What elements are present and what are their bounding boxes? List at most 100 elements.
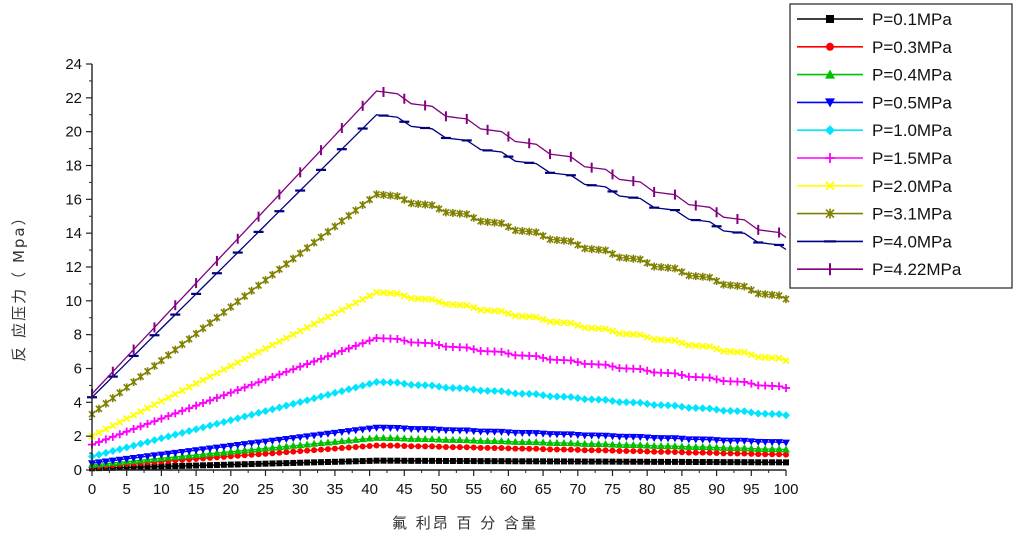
data-point	[373, 457, 380, 464]
data-point	[782, 383, 790, 392]
data-point	[206, 462, 213, 469]
data-point	[428, 435, 437, 443]
data-point	[358, 339, 367, 348]
data-point	[775, 382, 784, 391]
data-point	[365, 292, 374, 300]
x-tick-label: 30	[292, 481, 309, 498]
data-point	[94, 450, 103, 459]
data-point	[379, 289, 388, 297]
data-point	[268, 443, 277, 451]
x-tick-label: 95	[743, 481, 760, 498]
data-point	[330, 388, 339, 397]
data-point	[317, 233, 325, 242]
x-tick-label: 60	[500, 481, 517, 498]
data-point	[144, 463, 151, 470]
x-tick-label: 55	[465, 481, 482, 498]
data-point	[268, 373, 277, 382]
y-tick-label: 4	[74, 394, 82, 411]
data-point	[289, 254, 297, 263]
data-point	[539, 438, 548, 446]
data-point	[650, 335, 658, 344]
data-point	[137, 372, 145, 381]
data-point	[691, 373, 700, 382]
data-point	[276, 449, 283, 456]
data-point	[421, 426, 430, 434]
data-point	[608, 440, 617, 448]
data-point	[573, 394, 582, 403]
data-point	[400, 434, 409, 442]
data-point	[644, 448, 651, 455]
data-point	[574, 321, 582, 329]
data-point	[456, 301, 464, 309]
data-point	[540, 446, 547, 453]
data-point	[615, 398, 624, 407]
data-point	[380, 457, 387, 464]
data-point	[421, 200, 429, 209]
data-point	[282, 442, 291, 450]
data-point	[421, 381, 430, 390]
data-point	[497, 347, 506, 356]
data-point	[283, 460, 290, 467]
data-point	[671, 448, 678, 455]
data-point	[505, 458, 512, 465]
data-point	[115, 456, 124, 464]
data-point	[297, 459, 304, 466]
data-point	[637, 458, 644, 465]
legend-entry: P=4.22MPa	[797, 260, 962, 279]
data-point	[768, 381, 777, 390]
data-point	[150, 417, 159, 426]
data-point	[130, 411, 138, 419]
data-point	[518, 351, 527, 360]
data-point	[310, 432, 319, 440]
data-point	[636, 365, 645, 374]
data-point	[414, 295, 422, 303]
data-point	[525, 438, 534, 446]
data-point	[470, 213, 478, 222]
data-point	[615, 253, 624, 262]
data-point	[747, 438, 756, 446]
data-point	[269, 450, 276, 457]
data-point	[706, 273, 714, 282]
data-point	[303, 360, 312, 369]
data-point	[241, 452, 248, 459]
data-point	[477, 444, 484, 451]
data-point	[539, 353, 548, 362]
data-point	[157, 414, 166, 423]
data-point	[504, 388, 513, 397]
data-point	[448, 383, 457, 392]
data-point	[428, 201, 436, 210]
data-point	[422, 457, 429, 464]
legend-label: P=1.0MPa	[872, 121, 952, 140]
data-point	[317, 392, 326, 401]
data-point	[393, 289, 401, 298]
data-point	[129, 441, 138, 450]
data-point	[330, 437, 339, 445]
data-point	[601, 440, 610, 448]
data-point	[352, 444, 359, 451]
data-point	[331, 445, 338, 452]
data-point	[588, 458, 595, 465]
x-tick-label: 25	[257, 481, 274, 498]
data-point	[130, 464, 137, 471]
data-point	[719, 443, 728, 451]
data-point	[373, 442, 380, 449]
data-point	[101, 458, 110, 466]
data-point	[227, 461, 234, 468]
data-point	[622, 254, 630, 263]
data-point	[665, 458, 672, 465]
data-point	[469, 385, 478, 394]
data-point	[442, 457, 449, 464]
data-point	[677, 371, 686, 380]
data-point	[220, 308, 228, 317]
legend-label: P=4.0MPa	[872, 232, 952, 251]
y-tick-label: 12	[65, 259, 82, 276]
data-point	[317, 316, 325, 325]
data-point	[684, 403, 693, 412]
y-tick-label: 6	[74, 361, 82, 378]
data-point	[165, 463, 172, 470]
data-point	[380, 442, 387, 449]
data-point	[623, 458, 630, 465]
data-point	[116, 388, 124, 397]
data-point	[477, 306, 485, 314]
data-point	[761, 381, 770, 390]
